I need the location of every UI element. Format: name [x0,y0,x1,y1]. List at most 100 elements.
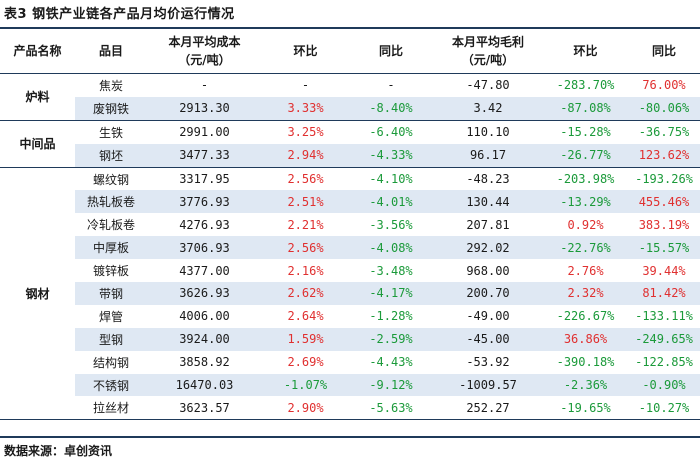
cell-cost-yoy: -1.28% [369,309,413,324]
cell-margin: -53.92 [466,355,510,370]
cell-cost: 3317.95 [179,172,230,186]
cell-margin: 96.17 [433,143,543,168]
cell-cost-mom: 1.59% [262,327,349,351]
cell-margin-yoy: -80.06% [628,96,700,121]
cell-margin: -49.00 [466,309,510,324]
cell-cost-yoy: -4.17% [349,282,433,305]
cell-margin-yoy: -193.26% [635,172,693,186]
cell-margin-mom: -2.36% [543,373,628,397]
cell-margin-mom: -19.65% [543,396,628,421]
cell-cost-mom: 2.69% [287,355,324,370]
cell-cost: 4006.00 [179,309,230,324]
header-category: 产品名称 [0,29,75,74]
cell-cost-mom: 3.25% [287,125,324,140]
cell-cost-mom: -1.07% [262,373,349,397]
cell-cost-mom: 2.16% [287,263,324,278]
group-name: 钢材 [0,167,75,421]
item-name: 生铁 [98,125,123,140]
cell-cost-mom: 2.62% [262,282,349,305]
header-cost-line2: （元/吨） [178,53,231,67]
header-cost: 本月平均成本 （元/吨） [147,29,262,74]
cell-margin-mom: -203.98% [556,172,615,186]
item-name: 中厚板 [75,236,147,260]
cell-margin-yoy: -36.75% [638,125,690,140]
cell-cost-mom: 2.56% [287,172,324,186]
top-rule [0,27,700,29]
cell-cost: 2991.00 [179,125,230,140]
cell-margin-mom: -15.28% [560,125,611,140]
cell-margin: 207.81 [466,217,510,232]
cell-cost-mom: 2.51% [262,190,349,214]
cell-margin-yoy: -133.11% [635,309,693,324]
cell-cost-yoy: -4.43% [369,355,413,370]
cell-margin-yoy: 455.46% [628,190,700,214]
table-row: 镀锌板 4377.00 2.16% -3.48% 968.00 2.76% 39.44% [0,259,700,282]
header-margin-line1: 本月平均毛利 [451,35,524,49]
cell-margin-mom: 36.86% [543,327,628,351]
header-margin-line2: （元/吨） [461,53,515,67]
cell-margin-yoy: 81.42% [628,282,700,305]
bottom-rule [0,436,700,438]
cell-margin-mom: -283.70% [556,78,615,93]
item-name: 热轧板卷 [75,190,147,214]
table-row: 焊管 4006.00 2.64% -1.28% -49.00 -226.67% -133.1… [0,305,700,328]
header-cost-line1: 本月平均成本 [168,35,241,49]
cell-cost-mom: 2.94% [262,143,349,168]
header-margin-yoy: 同比 [628,29,700,74]
group-name: 炉料 [0,73,75,121]
cell-margin-yoy: 39.44% [642,263,686,278]
cell-cost-yoy: -8.40% [349,96,433,121]
table-row: 废钢铁 2913.30 3.33% -8.40% 3.42 -87.08% -80.06% [0,96,700,121]
cell-margin: -45.00 [433,327,543,351]
item-name: 带钢 [75,282,147,305]
table-row: 炉料 焦炭 - - - -47.80 -283.70% 76.00% [0,73,700,121]
cell-cost-yoy: -4.10% [369,172,413,186]
table-row: 拉丝材 3623.57 2.90% -5.63% 252.27 -19.65% -10.27… [0,396,700,421]
cell-cost: 16470.03 [147,373,262,397]
header-row: 产品名称 品目 本月平均成本 （元/吨） 环比 同比 本月平均毛利 （元/吨） … [0,29,700,74]
price-table: 产品名称 品目 本月平均成本 （元/吨） 环比 同比 本月平均毛利 （元/吨） … [0,29,700,421]
item-name: 拉丝材 [75,396,147,421]
cell-cost-yoy: -4.33% [349,143,433,168]
item-name: 型钢 [75,327,147,351]
cell-margin: -1009.57 [433,373,543,397]
header-cost-mom: 环比 [262,29,349,74]
item-name: 结构钢 [92,355,129,370]
cell-cost-mom: 2.90% [262,396,349,421]
cell-cost-mom: 3.33% [262,96,349,121]
cell-margin: 130.44 [433,190,543,214]
table-row: 型钢 3924.00 1.59% -2.59% -45.00 36.86% -249.65% [0,327,700,351]
cell-margin: 292.02 [433,236,543,260]
cell-margin-mom: 2.76% [567,263,604,278]
item-name: 镀锌板 [92,264,129,279]
table-row: 热轧板卷 3776.93 2.51% -4.01% 130.44 -13.29% 455.4… [0,190,700,214]
cell-margin: -47.80 [466,78,510,93]
item-name: 焊管 [98,309,123,324]
cell-margin: 110.10 [466,125,510,140]
cell-margin-mom: 0.92% [567,217,604,232]
cell-cost: 3626.93 [147,282,262,305]
cell-cost: 4377.00 [179,263,230,278]
table-row: 中间品 生铁 2991.00 3.25% -6.40% 110.10 -15.28% -36.… [0,120,700,168]
cell-margin-mom: -226.67% [556,309,615,324]
cell-margin-yoy: -15.57% [628,236,700,260]
table-row: 钢材 螺纹钢 3317.95 2.56% -4.10% -48.23 -203.98% -19… [0,167,700,421]
table-row: 中厚板 3706.93 2.56% -4.08% 292.02 -22.76% -15.57… [0,236,700,260]
cell-margin: 200.70 [433,282,543,305]
table-body: 炉料 焦炭 - - - -47.80 -283.70% 76.00% 废钢铁 2913.30 3.3… [0,73,700,421]
cell-margin-yoy: -10.27% [628,396,700,421]
cell-margin-mom: -390.18% [556,355,615,370]
table-title: 表3 钢铁产业链各产品月均价运行情况 [4,7,235,22]
item-name: 焦炭 [98,78,123,93]
cell-margin-yoy: -0.90% [628,373,700,397]
cell-cost-yoy: -9.12% [349,373,433,397]
table-row: 冷轧板卷 4276.93 2.21% -3.56% 207.81 0.92% 383.19% [0,213,700,236]
cell-margin-mom: 2.32% [543,282,628,305]
cell-cost-mom: - [301,78,310,93]
cell-margin-yoy: 383.19% [638,217,690,232]
data-source: 数据来源：卓创资讯 [4,444,113,458]
cell-margin-mom: -87.08% [543,96,628,121]
item-name: 螺纹钢 [92,172,129,187]
cell-cost-yoy: -3.56% [369,217,413,232]
header-margin-mom: 环比 [543,29,628,74]
